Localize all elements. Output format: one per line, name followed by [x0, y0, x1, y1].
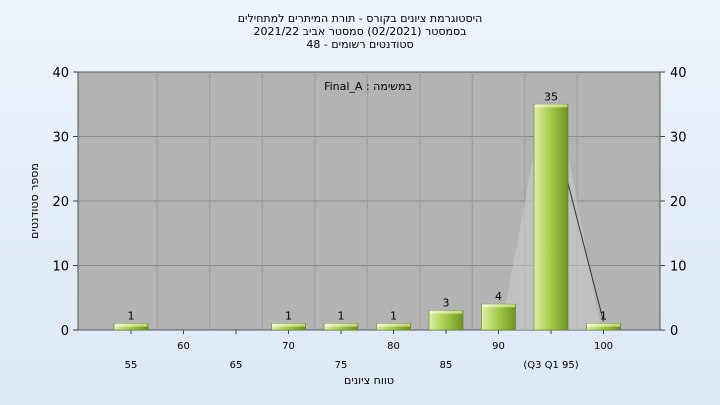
bar-top-highlight [587, 323, 620, 327]
x-tick-label: 85 [440, 360, 453, 371]
bar-value-label: 1 [390, 310, 397, 323]
bar-top-highlight [534, 104, 568, 108]
bar-top-highlight [114, 323, 148, 327]
y-tick-label: 10 [52, 260, 69, 275]
y-axis-label: מספר סטודנטים [28, 163, 41, 239]
y-tick-label: 20 [52, 195, 69, 210]
y-tick-label: 0 [61, 324, 69, 339]
x-axis-ticks: 55 60 65 70 75 80 85 90 (Q3 Q1 95) 100 [125, 330, 613, 371]
bar [533, 103, 569, 331]
y-tick-label-right: 0 [670, 324, 678, 339]
bar-top-highlight [272, 323, 305, 327]
bar-value-labels: 1 1 1 1 3 4 35 1 [128, 90, 608, 322]
bar [481, 303, 516, 331]
y-tick-label-right: 40 [670, 66, 687, 81]
x-tick-label: 90 [492, 341, 505, 352]
x-tick-label: (Q3 Q1 95) [523, 360, 578, 371]
chart-title-line-3: סטודנטים רשומים - 48 [306, 38, 413, 51]
bar-value-label: 3 [443, 297, 450, 310]
x-tick-label: 75 [335, 360, 348, 371]
bars [113, 103, 621, 331]
y-axis-right-ticks: 0 10 20 30 40 [660, 66, 687, 339]
plot-annotation: במשימה : Final_A [324, 80, 412, 93]
bar-value-label: 35 [544, 90, 558, 103]
x-tick-label: 55 [125, 360, 138, 371]
bar-top-highlight [377, 323, 410, 327]
bar-value-label: 1 [338, 310, 345, 323]
x-axis-label: טווח ציונים [344, 374, 394, 387]
bar-top-highlight [429, 310, 463, 314]
y-tick-label: 30 [52, 131, 69, 146]
bar-top-highlight [482, 304, 515, 308]
x-tick-label: 65 [230, 360, 243, 371]
x-tick-label: 80 [387, 341, 400, 352]
bar-value-label: 1 [285, 310, 292, 323]
y-tick-label-right: 20 [670, 195, 687, 210]
bar-top-highlight [324, 323, 358, 327]
y-tick-label: 40 [52, 66, 69, 81]
y-tick-label-right: 10 [670, 260, 687, 275]
x-tick-label: 100 [594, 341, 613, 352]
bar-value-label: 4 [495, 290, 502, 303]
chart-title-line-2: בסמסטר (02/2021) סמסטר אביב 2021/22 [253, 25, 466, 38]
x-tick-label: 70 [282, 341, 295, 352]
bar-value-label: 1 [128, 310, 135, 323]
x-tick-label: 60 [177, 341, 190, 352]
chart-title-line-1: היסטוגרמת ציונים בקורס - תורת המיתרים למ… [238, 12, 483, 25]
bar-value-label: 1 [600, 310, 607, 323]
y-axis-left-ticks: 0 10 20 30 40 [52, 66, 78, 339]
y-tick-label-right: 30 [670, 131, 687, 146]
